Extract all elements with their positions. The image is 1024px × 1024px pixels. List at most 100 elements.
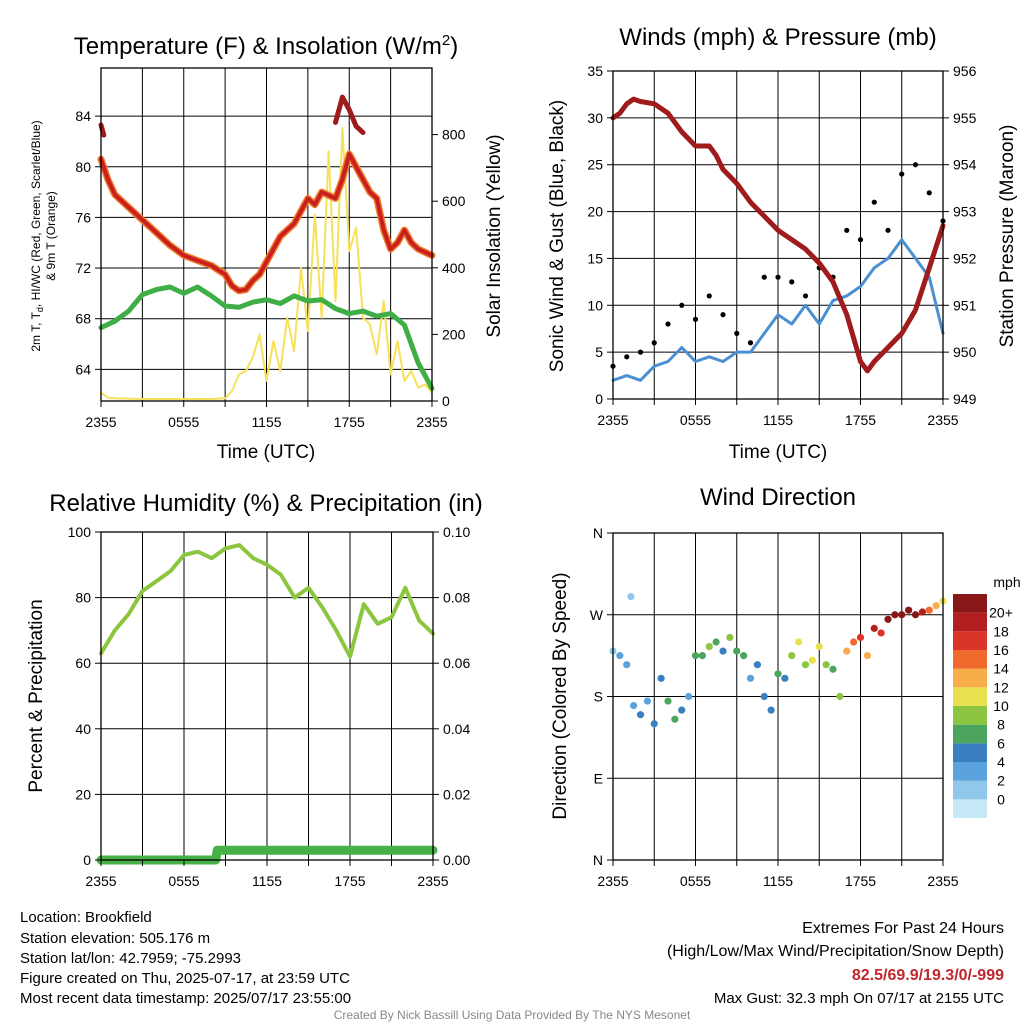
legend-swatch: [953, 668, 987, 688]
y-tick-label: 951: [953, 297, 977, 313]
x-tick-label: 2355: [85, 873, 116, 889]
gust-point: [720, 312, 726, 318]
gust-point: [926, 190, 932, 196]
direction-point: [911, 611, 920, 619]
x-tick-label: 0555: [680, 873, 711, 889]
legend-label: 12: [993, 679, 1009, 695]
wind-x-ticks: 2355 0555 1155 1755 2355: [597, 399, 959, 428]
direction-point: [664, 697, 672, 705]
y-tick-label: 72: [75, 260, 91, 276]
legend-swatch: [953, 706, 987, 725]
y-tick-label: 950: [953, 344, 977, 360]
y-tick-label: 80: [75, 159, 91, 175]
direction-point: [691, 652, 700, 660]
legend-swatch: [953, 743, 987, 762]
wind-direction-series: [609, 592, 947, 728]
y-tick-label: 84: [75, 108, 91, 124]
direction-point: [623, 661, 631, 669]
y-tick-label: 64: [75, 361, 91, 377]
x-tick-label: 0555: [680, 412, 711, 428]
direction-point: [726, 633, 734, 642]
y-tick-label: 600: [442, 193, 466, 209]
wind-pressure-panel: Winds (mph) & Pressure (mb) 0 5 10 15 20 25 30…: [547, 24, 1018, 463]
y-tick-label: 0.00: [443, 852, 470, 868]
y-tick-label: 200: [442, 326, 466, 342]
temperature-y-ticks: 64 68 72 76 80 84: [75, 108, 101, 377]
extremes-info: Extremes For Past 24 Hours (High/Low/Max…: [667, 920, 1004, 1007]
direction-point: [630, 701, 638, 710]
credit-line: Created By Nick Bassill Using Data Provi…: [334, 1008, 691, 1022]
direction-point: [719, 647, 727, 655]
y-tick-label: 15: [587, 250, 603, 266]
speed-legend: 0 2 4 6 8 10 12 14 16 18 20+: [953, 594, 1013, 818]
y-tick-label: 20: [75, 786, 91, 802]
direction-point: [795, 638, 803, 646]
insolation-y-label: Solar Insolation (Yellow): [484, 134, 505, 337]
insolation-y-ticks: 0 200 400 600 800: [432, 127, 466, 409]
humidity-grid: [101, 532, 433, 860]
y-tick-label: 10: [587, 297, 603, 313]
gust-point: [734, 330, 740, 336]
direction-point: [781, 674, 789, 682]
humidity-line: [99, 543, 435, 659]
direction-point: [616, 652, 624, 660]
legend-swatch: [953, 799, 987, 818]
x-tick-label: 1755: [334, 873, 365, 889]
y-tick-label: S: [594, 689, 603, 705]
gust-point: [912, 162, 919, 168]
direction-point: [774, 670, 782, 678]
direction-point: [932, 602, 940, 610]
x-tick-label: 1155: [763, 412, 793, 428]
y-tick-label: 956: [953, 63, 977, 79]
x-tick-label: 2355: [927, 873, 958, 889]
station-latlon: Station lat/lon: 42.7959; -75.2993: [20, 950, 241, 967]
direction-point: [815, 642, 823, 651]
humidity-y-ticks: 0 20 40 60 80 100: [68, 524, 101, 868]
legend-label: 6: [997, 735, 1005, 751]
direction-point: [822, 661, 830, 669]
direction-point: [925, 606, 933, 614]
y-tick-label: 955: [953, 110, 977, 126]
humidity-chart-title: Relative Humidity (%) & Precipitation (i…: [49, 490, 482, 517]
direction-point: [898, 611, 906, 619]
temperature-x-label: Time (UTC): [217, 442, 316, 463]
pressure-line: [610, 96, 946, 374]
extremes-values: 82.5/69.9/19.3/0/-999: [852, 967, 1004, 984]
direction-point: [877, 629, 885, 637]
y-tick-label: 954: [953, 157, 977, 173]
max-gust: Max Gust: 32.3 mph On 07/17 at 2155 UTC: [714, 990, 1004, 1007]
direction-point: [884, 615, 892, 623]
y-tick-label: 100: [68, 524, 92, 540]
y-tick-label: E: [594, 770, 603, 786]
direction-point: [891, 611, 899, 619]
x-tick-label: 1755: [845, 873, 876, 889]
figure-created: Figure created on Thu, 2025-07-17, at 23…: [20, 970, 350, 987]
y-tick-label: 953: [953, 204, 977, 220]
gust-point: [637, 349, 644, 355]
y-tick-label: N: [593, 852, 603, 868]
x-tick-label: 2355: [417, 873, 448, 889]
x-tick-label: 0555: [168, 873, 199, 889]
y-tick-label: 0.02: [443, 786, 470, 802]
gust-point: [802, 293, 809, 299]
y-tick-label: 20: [587, 204, 603, 220]
y-tick-label: 25: [587, 157, 603, 173]
direction-point: [643, 697, 651, 705]
gust-point: [679, 302, 685, 308]
y-tick-label: 35: [587, 63, 603, 79]
y-tick-label: 952: [953, 250, 977, 266]
x-tick-label: 1755: [334, 414, 365, 430]
direction-point: [671, 715, 679, 723]
y-tick-label: 0: [595, 391, 603, 407]
direction-point: [636, 711, 645, 719]
direction-point: [650, 720, 658, 728]
direction-point: [863, 652, 871, 660]
legend-swatch: [953, 780, 987, 800]
gust-point: [885, 227, 891, 233]
station-info: Location: Brookfield Station elevation: …: [20, 909, 351, 1007]
direction-point: [788, 652, 796, 660]
direction-point: [746, 674, 755, 682]
speed-legend-title: mph: [993, 574, 1020, 590]
